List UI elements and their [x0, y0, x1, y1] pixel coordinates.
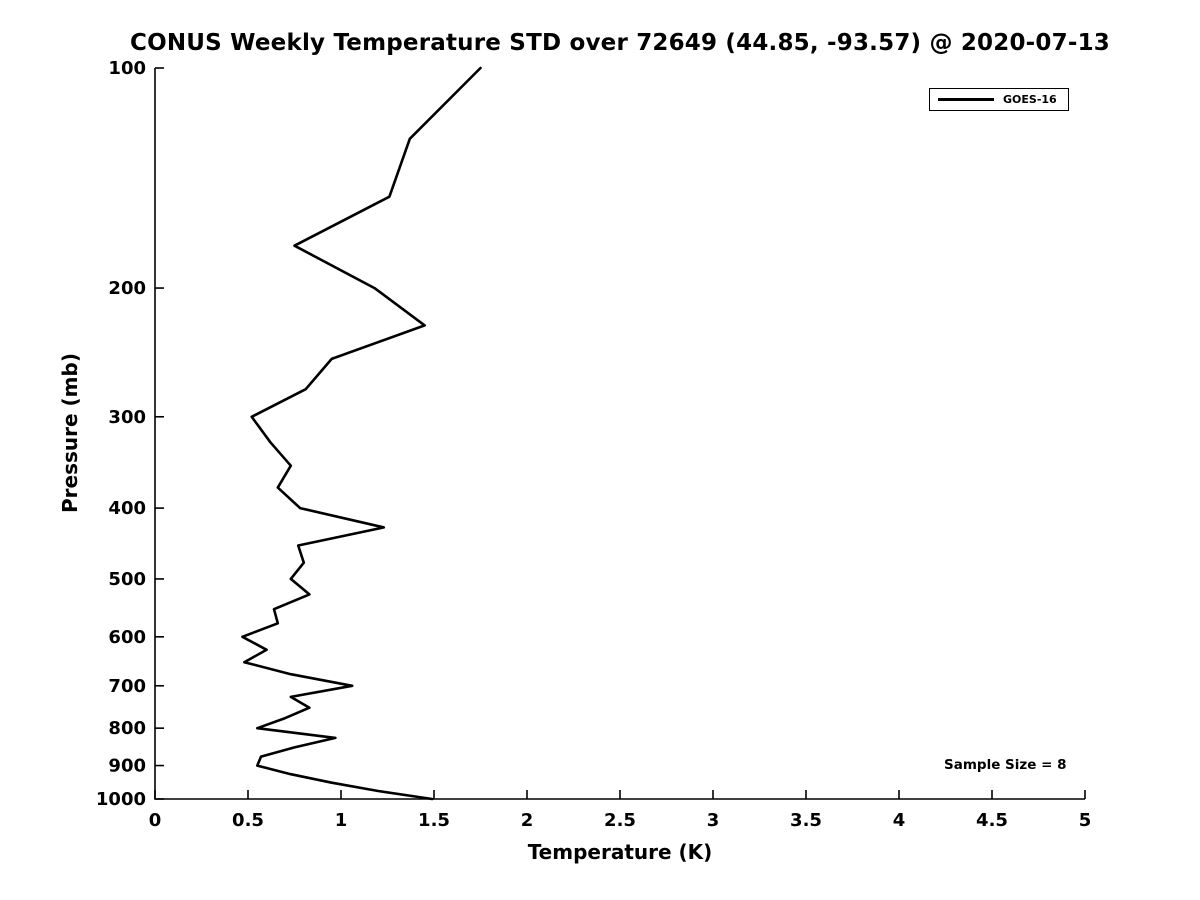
x-tick-label: 4: [893, 810, 906, 831]
y-tick-label: 600: [108, 627, 146, 648]
x-tick-label: 0.5: [232, 810, 264, 831]
x-tick-label: 3: [707, 810, 720, 831]
y-tick-label: 900: [108, 756, 146, 777]
legend: GOES-16: [929, 88, 1069, 111]
y-tick-label: 400: [108, 498, 146, 519]
y-tick-label: 1000: [96, 789, 146, 810]
x-tick-label: 1.5: [418, 810, 450, 831]
x-tick-label: 4.5: [976, 810, 1008, 831]
x-axis-label: Temperature (K): [527, 840, 713, 864]
x-tick-label: 5: [1079, 810, 1092, 831]
y-tick-label: 200: [108, 278, 146, 299]
y-tick-label: 700: [108, 676, 146, 697]
chart-title: CONUS Weekly Temperature STD over 72649 …: [130, 30, 1110, 56]
sample-size-annotation: Sample Size = 8: [944, 757, 1067, 773]
y-tick-label: 800: [108, 718, 146, 739]
x-tick-label: 0: [149, 810, 162, 831]
series-line-GOES-16: [241, 66, 482, 801]
legend-label: GOES-16: [1003, 93, 1057, 106]
x-tick-label: 2.5: [604, 810, 636, 831]
x-tick-label: 1: [335, 810, 348, 831]
x-tick-label: 2: [521, 810, 534, 831]
y-tick-label: 300: [108, 407, 146, 428]
x-tick-label: 3.5: [790, 810, 822, 831]
legend-line-sample: [938, 98, 994, 101]
y-tick-label: 500: [108, 569, 146, 590]
y-tick-label: 100: [108, 58, 146, 79]
